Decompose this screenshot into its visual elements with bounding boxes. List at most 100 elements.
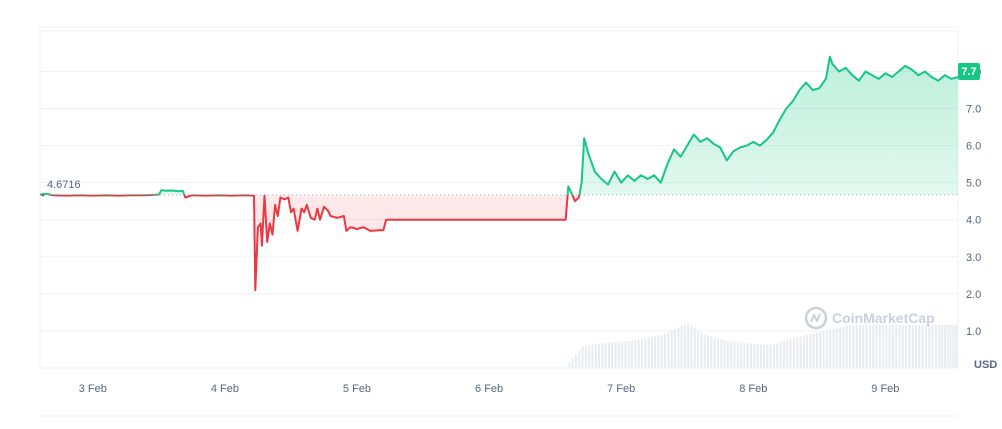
volume-bar [792,338,795,368]
volume-bar [667,332,670,368]
volume-bar [891,324,894,368]
watermark: CoinMarketCap [804,306,935,330]
volume-bar [862,324,865,368]
current-price-badge-bg [958,63,980,80]
reference-value-label: 4.6716 [47,179,81,191]
volume-bar [716,338,719,368]
volume-bar [581,347,584,368]
area-above-reference [40,56,958,195]
volume-bar [759,344,762,368]
coinmarketcap-logo-icon [804,306,828,330]
volume-bar [594,344,597,368]
volume-bar [680,326,683,368]
volume-bar [908,324,911,368]
volume-bar [858,324,861,368]
x-tick-label: 4 Feb [211,383,239,395]
volume-bar [852,325,855,368]
volume-bar [621,341,624,368]
volume-bar [756,344,759,368]
volume-bar [773,344,776,368]
volume-bar [611,342,614,368]
volume-bar [670,330,673,368]
volume-bar [730,341,733,368]
x-tick-label: 9 Feb [871,383,899,395]
x-axis: 3 Feb 4 Feb 5 Feb 6 Feb 7 Feb 8 Feb 9 Feb [79,383,900,395]
volume-bar [796,337,799,368]
volume-bar [713,338,716,368]
volume-bar [660,335,663,368]
volume-bar [898,324,901,368]
volume-bar [647,338,650,368]
volume-bar [637,339,640,368]
price-line-down [40,194,581,292]
volume-bar [574,354,577,368]
volume-bar [819,332,822,368]
volume-bar [875,324,878,368]
volume-bar [568,362,571,368]
watermark-text: CoinMarketCap [832,310,935,326]
volume-bar [832,329,835,368]
volume-bar [700,333,703,368]
volume-bar [931,324,934,368]
volume-bar [584,346,587,368]
volume-bar [928,324,931,368]
current-price-value: 7.7 [961,66,976,78]
volume-bar [697,330,700,368]
volume-bar [918,324,921,368]
volume-bar [604,343,607,368]
volume-bar [921,324,924,368]
volume-bar [816,332,819,368]
volume-bar [865,324,868,368]
volume-bar [829,329,832,368]
volume-bar [911,324,914,368]
volume-bar [726,341,729,368]
volume-bar [578,350,581,368]
current-price-badge: 7.7 [958,63,980,80]
price-line [39,55,959,292]
volume-bar [674,329,677,368]
volume-bar [607,342,610,368]
area-fill [40,56,958,291]
plot-frame [39,26,959,369]
y-axis: 1.02.03.04.05.06.07.08.0 [966,66,981,337]
volume-bar [703,334,706,368]
volume-bar [588,345,591,368]
grid [39,26,959,417]
volume-bar [723,340,726,368]
volume-bar [882,324,885,368]
volume-bar [806,335,809,368]
volume-bar [598,343,601,368]
volume-bar [842,326,845,368]
volume-bar [591,344,594,368]
volume-bar [769,344,772,368]
volume-bars [568,323,958,368]
volume-bar [753,344,756,368]
volume-bar [644,338,647,368]
volume-bar [943,324,946,368]
volume-bar [650,337,653,368]
volume-bar [740,342,743,368]
volume-bar [949,324,952,368]
volume-bar [693,328,696,368]
volume-bar [901,324,904,368]
volume-bar [654,336,657,368]
volume-bar [905,324,908,368]
volume-bar [720,339,723,368]
volume-bar [895,324,898,368]
x-tick-label: 6 Feb [475,383,503,395]
x-tick-label: 8 Feb [739,383,767,395]
volume-bar [640,339,643,368]
y-tick-label: 3.0 [966,252,981,264]
volume-bar [683,324,686,368]
price-line-up [39,55,959,195]
volume-bar [710,336,713,368]
volume-bar [872,324,875,368]
volume-bar [924,324,927,368]
volume-bar [839,327,842,368]
volume-bar [946,324,949,368]
y-tick-label: 5.0 [966,178,981,190]
volume-bar [690,325,693,368]
volume-bar [707,335,710,368]
